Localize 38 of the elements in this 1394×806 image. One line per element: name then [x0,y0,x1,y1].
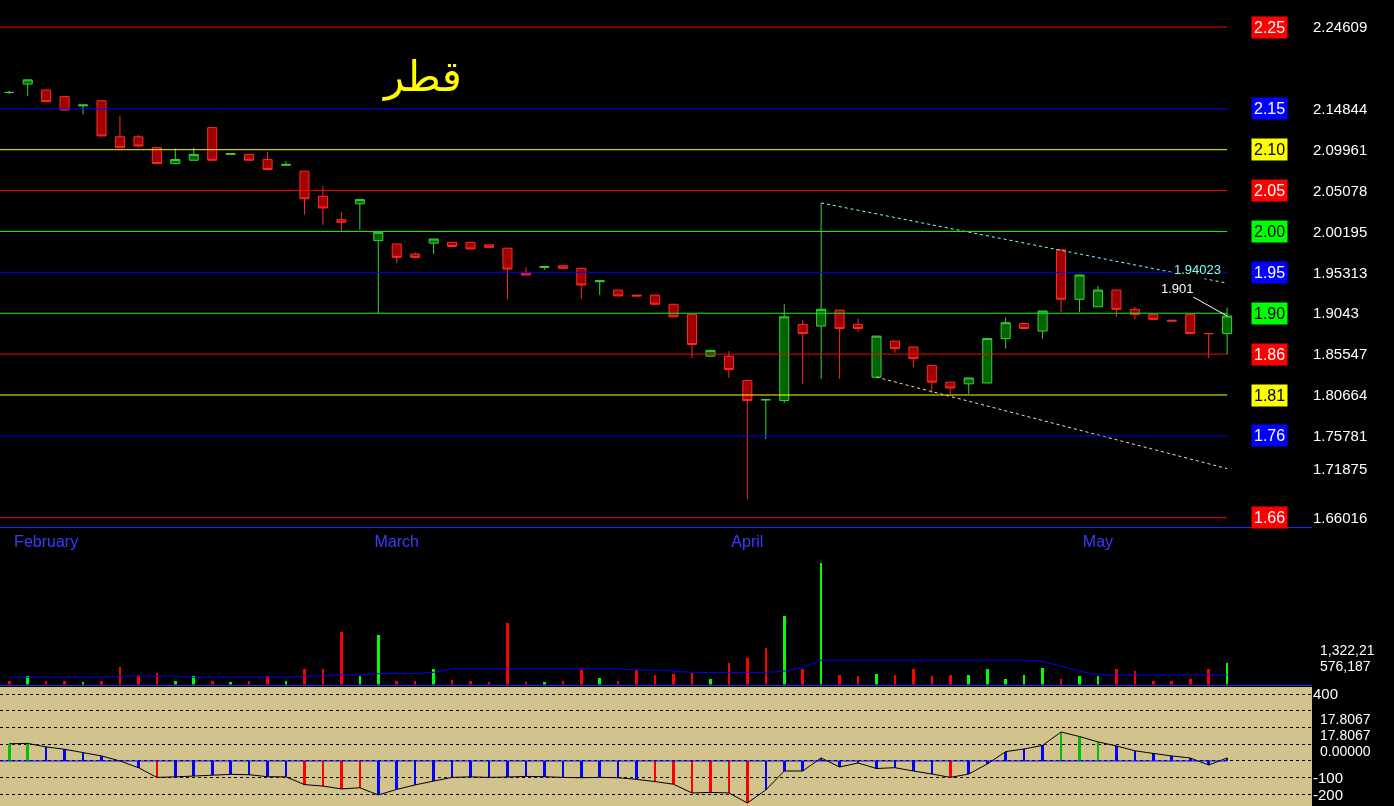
x-tick-label: March [374,533,419,551]
y-tick-label: 1.9043 [1313,304,1359,322]
y-tick-label: 1.80664 [1313,386,1368,404]
ref-line-label: 2.10 [1254,141,1286,158]
x-tick-label: April [731,533,764,551]
ref-line-label: 1.81 [1254,387,1286,404]
y-tick-label: 1.95313 [1313,263,1368,281]
y-tick-label: 1.85547 [1313,345,1368,363]
y-tick-label: 2.00195 [1313,222,1368,240]
x-tick-label: February [14,533,79,551]
y-tick-label: 1.71875 [1313,459,1368,477]
ref-line-label: 2.15 [1254,100,1286,117]
y-tick-label: 1.66016 [1313,508,1368,526]
ref-line-label: 1.86 [1254,346,1286,363]
text: 576,187 [1320,658,1371,674]
text: 0.00000 [1320,743,1371,759]
y-tick-label: 2.09961 [1313,140,1368,158]
text: 17.8067 [1320,727,1371,743]
y-tick-label: 2.05078 [1313,181,1368,199]
ref-line-label: 1.95 [1254,264,1286,281]
ref-line-label: 2.25 [1254,19,1286,36]
text: 1,322,21 [1320,642,1375,658]
y-tick-label: -200 [1313,785,1344,803]
ref-line-label: 2.00 [1254,223,1286,240]
ref-line-label: 1.90 [1254,305,1286,322]
ref-line-label: 1.76 [1254,427,1286,444]
ref-line-label: 1.66 [1254,509,1286,526]
series-label: 1.94023 [1174,262,1221,277]
y-tick-label: 400 [1313,685,1339,703]
ref-line-label: 2.05 [1254,182,1286,199]
text: قطر [382,52,462,101]
y-tick-label: -100 [1313,768,1344,786]
x-tick-label: May [1082,533,1114,551]
annotation: 1.901 [1161,281,1194,296]
y-tick-label: 2.14844 [1313,100,1368,118]
y-tick-label: 1.75781 [1313,427,1368,445]
y-tick-label: 2.24609 [1313,18,1368,36]
text: 17.8067 [1320,711,1371,727]
